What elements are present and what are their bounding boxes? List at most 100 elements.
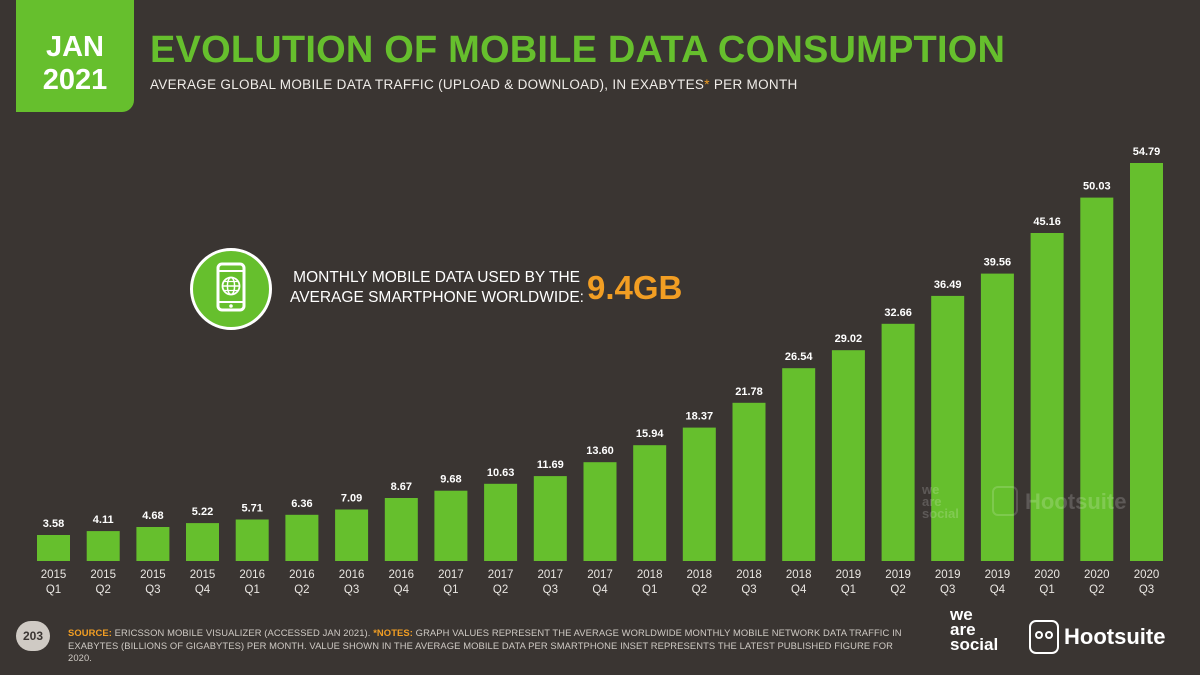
logo-line2: are [950,620,976,639]
x-tick-year: 2015 [190,569,216,581]
bar-value-label: 18.37 [686,411,714,423]
bar-value-label: 5.71 [241,503,262,515]
x-tick-year: 2017 [587,569,613,581]
watermark-hootsuite: Hootsuite [1025,489,1127,514]
x-tick-year: 2015 [90,569,116,581]
bar-value-label: 5.22 [192,506,213,518]
bar [633,445,667,561]
x-tick-year: 2017 [438,569,464,581]
x-tick-quarter: Q2 [692,584,707,596]
bar-value-label: 3.58 [43,518,64,530]
x-tick-year: 2016 [339,569,365,581]
bar-value-label: 10.63 [487,467,515,479]
x-tick-quarter: Q2 [1089,584,1104,596]
x-tick-quarter: Q4 [394,584,410,596]
bar-value-label: 50.03 [1083,181,1111,193]
x-tick-quarter: Q1 [1039,584,1054,596]
smartphone-globe-icon [190,248,272,330]
bar [37,535,70,561]
bar-value-label: 7.09 [341,493,362,505]
x-tick-quarter: Q3 [344,584,359,596]
bar-value-label: 6.36 [291,498,312,510]
bar-value-label: 15.94 [636,428,664,440]
x-tick-year: 2016 [289,569,315,581]
bar-value-label: 54.79 [1133,146,1161,158]
bar [881,323,915,561]
hootsuite-logo: Hootsuite [1064,624,1166,649]
date-badge: JAN 2021 [16,0,134,112]
x-tick-year: 2016 [389,569,415,581]
x-tick-quarter: Q4 [195,584,211,596]
x-tick-quarter: Q3 [1139,584,1154,596]
bar-value-label: 21.78 [735,386,763,398]
bar [831,350,865,561]
x-tick-quarter: Q1 [245,584,260,596]
bar-value-label: 8.67 [391,481,412,493]
x-tick-quarter: Q1 [642,584,657,596]
bar-value-label: 26.54 [785,351,813,363]
bar-value-label: 13.60 [586,445,614,457]
bar [384,498,418,561]
x-tick-year: 2018 [687,569,713,581]
bar [732,402,766,561]
bar-value-label: 9.68 [440,474,461,486]
bar [434,490,468,561]
x-tick-year: 2019 [836,569,862,581]
bar [235,519,269,561]
bar [136,527,170,561]
x-tick-quarter: Q3 [543,584,558,596]
bar-value-label: 36.49 [934,279,962,291]
x-tick-year: 2015 [140,569,166,581]
x-tick-year: 2020 [1134,569,1160,581]
bar [285,514,319,561]
date-year: 2021 [42,64,108,96]
page-subtitle: AVERAGE GLOBAL MOBILE DATA TRAFFIC (UPLO… [150,77,798,92]
x-tick-quarter: Q1 [46,584,61,596]
x-tick-year: 2015 [41,569,67,581]
bar [484,483,518,561]
notes-label: *NOTES: [373,627,413,638]
bar [583,462,617,561]
x-tick-year: 2019 [885,569,911,581]
x-tick-quarter: Q4 [990,584,1006,596]
x-tick-quarter: Q2 [493,584,508,596]
bar [86,531,120,561]
source-text: ERICSSON MOBILE VISUALIZER (ACCESSED JAN… [114,627,371,638]
bar-value-label: 4.68 [142,510,163,522]
bar [335,509,369,561]
x-tick-quarter: Q2 [890,584,905,596]
we-are-social-logo: we are social [950,606,998,653]
bar [682,427,716,561]
date-month: JAN [45,31,104,63]
inset-label: MONTHLY MOBILE DATA USED BY THE AVERAGE … [290,268,584,308]
bar [980,273,1014,561]
watermark-owl-icon [992,486,1018,516]
x-tick-quarter: Q2 [294,584,309,596]
bar-value-label: 32.66 [884,307,912,319]
x-tick-quarter: Q4 [592,584,608,596]
notes-text: GRAPH VALUES REPRESENT THE AVERAGE WORLD… [68,627,902,663]
subtitle-suffix: PER MONTH [713,77,798,92]
inset-value: 9.4GB [587,269,683,306]
x-tick-year: 2018 [637,569,663,581]
x-tick-quarter: Q2 [96,584,111,596]
watermark-line3: social [922,506,959,521]
bar [1080,197,1114,561]
bar [931,295,965,561]
source-label: SOURCE: [68,627,112,638]
watermark-line1: we [922,482,940,497]
bar [186,523,219,561]
x-tick-year: 2017 [488,569,514,581]
subtitle-text: AVERAGE GLOBAL MOBILE DATA TRAFFIC (UPLO… [150,77,705,92]
x-tick-year: 2018 [736,569,762,581]
hootsuite-owl-icon [1029,620,1059,654]
watermark-we-are-social: we are social [922,482,959,521]
footnote: SOURCE: ERICSSON MOBILE VISUALIZER (ACCE… [68,627,918,665]
x-tick-quarter: Q3 [741,584,756,596]
x-tick-quarter: Q1 [443,584,458,596]
page-title: EVOLUTION OF MOBILE DATA CONSUMPTION [150,29,1006,71]
bar [782,368,816,561]
bar-value-label: 39.56 [984,257,1012,269]
inset-label-line1: MONTHLY MOBILE DATA USED BY THE [293,269,580,286]
